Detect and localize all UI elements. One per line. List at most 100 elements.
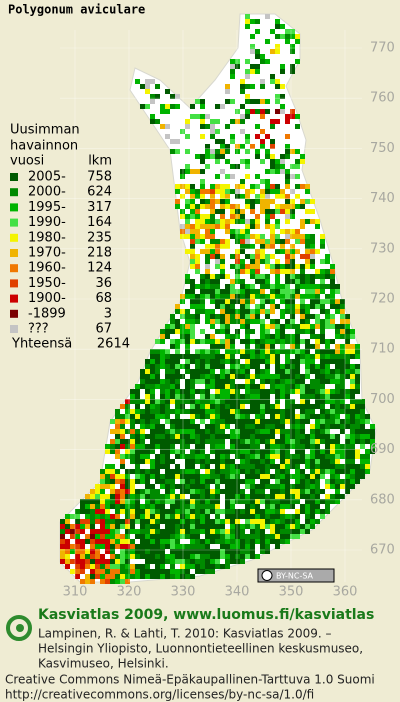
map-cell [95, 514, 100, 519]
map-cell [300, 159, 305, 164]
map-cell [265, 459, 270, 464]
map-cell [360, 434, 365, 439]
map-cell [225, 339, 230, 344]
map-cell [305, 459, 310, 464]
map-cell [265, 424, 270, 429]
map-cell [345, 339, 350, 344]
map-cell [105, 499, 110, 504]
map-cell [185, 309, 190, 314]
map-cell [345, 419, 350, 424]
map-cell [250, 429, 255, 434]
map-cell [130, 409, 135, 414]
map-cell [215, 404, 220, 409]
map-cell [265, 339, 270, 344]
map-cell [200, 239, 205, 244]
map-cell [245, 174, 250, 179]
map-cell [210, 229, 215, 234]
map-cell [315, 284, 320, 289]
map-cell [335, 309, 340, 314]
map-cell [245, 114, 250, 119]
map-cell [165, 109, 170, 114]
map-cell [235, 239, 240, 244]
map-cell [220, 329, 225, 334]
map-cell [225, 419, 230, 424]
map-cell [205, 529, 210, 534]
map-cell [220, 374, 225, 379]
map-cell [155, 514, 160, 519]
map-cell [320, 399, 325, 404]
map-cell [240, 294, 245, 299]
map-cell [270, 429, 275, 434]
map-cell [240, 304, 245, 309]
map-cell [115, 419, 120, 424]
logo [6, 615, 32, 641]
map-cell [285, 459, 290, 464]
map-cell [300, 269, 305, 274]
map-cell [230, 514, 235, 519]
map-cell [220, 319, 225, 324]
map-cell [290, 189, 295, 194]
map-cell [225, 404, 230, 409]
map-cell [240, 114, 245, 119]
map-cell [250, 269, 255, 274]
map-cell [275, 84, 280, 89]
map-cell [190, 574, 195, 579]
map-cell [255, 484, 260, 489]
map-cell [370, 424, 375, 429]
map-cell [335, 449, 340, 454]
map-cell [350, 399, 355, 404]
map-cell [245, 509, 250, 514]
map-cell [185, 314, 190, 319]
map-cell [325, 494, 330, 499]
map-cell [235, 519, 240, 524]
map-cell [275, 439, 280, 444]
map-cell [285, 289, 290, 294]
map-cell [265, 464, 270, 469]
map-cell [195, 449, 200, 454]
map-cell [105, 469, 110, 474]
map-cell [175, 339, 180, 344]
map-cell [335, 494, 340, 499]
map-cell [65, 529, 70, 534]
map-cell [225, 284, 230, 289]
map-cell [315, 294, 320, 299]
map-cell [290, 264, 295, 269]
map-cell [100, 519, 105, 524]
map-cell [325, 479, 330, 484]
map-cell [300, 444, 305, 449]
map-cell [165, 354, 170, 359]
map-cell [155, 369, 160, 374]
map-cell [230, 434, 235, 439]
map-cell [140, 374, 145, 379]
map-cell [245, 459, 250, 464]
map-cell [345, 394, 350, 399]
map-cell [180, 524, 185, 529]
map-cell [190, 329, 195, 334]
map-cell [230, 409, 235, 414]
map-cell [145, 419, 150, 424]
map-cell [200, 389, 205, 394]
map-cell [320, 464, 325, 469]
map-cell [265, 454, 270, 459]
map-cell [280, 509, 285, 514]
map-cell [265, 274, 270, 279]
map-cell [305, 324, 310, 329]
map-cell [210, 214, 215, 219]
map-cell [345, 329, 350, 334]
map-cell [125, 444, 130, 449]
map-cell [170, 329, 175, 334]
map-cell [210, 184, 215, 189]
license-badge: BY-NC-SA [257, 568, 335, 583]
map-cell [155, 339, 160, 344]
map-cell [345, 424, 350, 429]
map-cell [305, 239, 310, 244]
map-cell [145, 529, 150, 534]
map-cell [185, 409, 190, 414]
map-cell [90, 534, 95, 539]
map-cell [250, 349, 255, 354]
map-cell [255, 494, 260, 499]
map-cell [315, 404, 320, 409]
map-cell [315, 469, 320, 474]
map-cell [285, 534, 290, 539]
map-cell [355, 479, 360, 484]
